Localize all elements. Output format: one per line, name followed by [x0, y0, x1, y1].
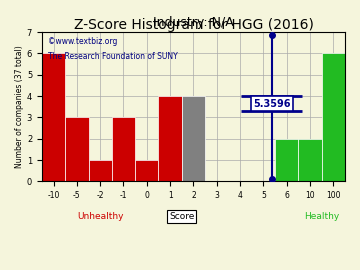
Text: 5.3596: 5.3596	[253, 99, 291, 109]
Text: Healthy: Healthy	[304, 212, 339, 221]
Text: Industry: N/A: Industry: N/A	[153, 16, 234, 29]
Bar	[182, 96, 205, 181]
Title: Z-Score Histogram for HGG (2016): Z-Score Histogram for HGG (2016)	[73, 18, 313, 32]
Text: ©www.textbiz.org: ©www.textbiz.org	[48, 37, 117, 46]
Bar	[89, 160, 112, 181]
Bar	[112, 117, 135, 181]
Text: Score: Score	[169, 212, 194, 221]
Bar	[322, 53, 345, 181]
Bar	[158, 96, 182, 181]
Bar	[65, 117, 89, 181]
Bar	[298, 139, 322, 181]
Bar	[42, 53, 65, 181]
Text: Unhealthy: Unhealthy	[77, 212, 123, 221]
Bar	[275, 139, 298, 181]
Y-axis label: Number of companies (37 total): Number of companies (37 total)	[15, 45, 24, 168]
Bar	[135, 160, 158, 181]
Text: The Research Foundation of SUNY: The Research Foundation of SUNY	[48, 52, 178, 60]
